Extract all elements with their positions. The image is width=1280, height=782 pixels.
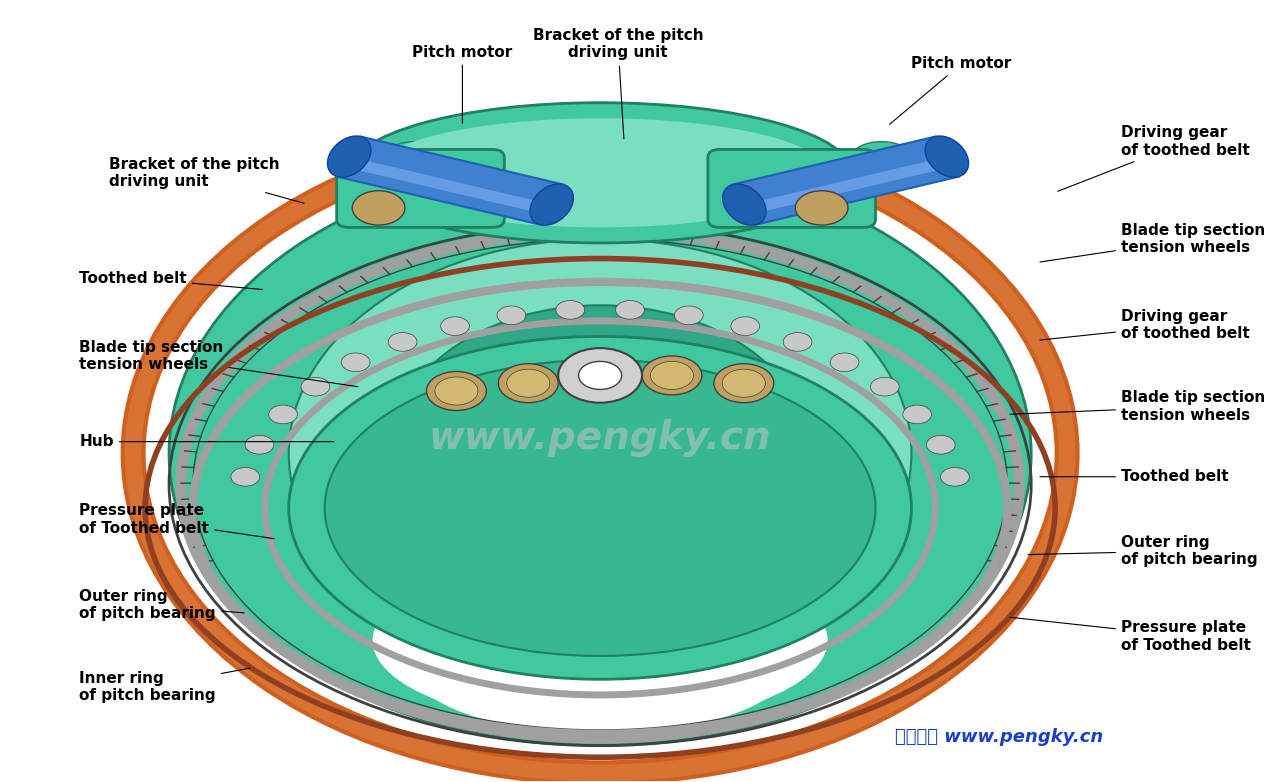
Circle shape — [388, 332, 417, 351]
Ellipse shape — [169, 161, 1032, 745]
Text: Blade tip section
tension wheels: Blade tip section tension wheels — [1010, 390, 1265, 423]
Circle shape — [498, 364, 558, 403]
Text: Outer ring
of pitch bearing: Outer ring of pitch bearing — [1028, 535, 1258, 567]
Circle shape — [269, 405, 297, 424]
Polygon shape — [343, 156, 552, 215]
Polygon shape — [733, 137, 959, 224]
Text: Pressure plate
of Toothed belt: Pressure plate of Toothed belt — [79, 504, 274, 539]
Circle shape — [870, 378, 899, 396]
Ellipse shape — [851, 142, 911, 173]
Circle shape — [246, 436, 274, 454]
Circle shape — [435, 377, 477, 405]
Circle shape — [507, 369, 550, 397]
Circle shape — [902, 405, 932, 424]
Ellipse shape — [925, 136, 969, 178]
Ellipse shape — [328, 136, 371, 178]
Text: Blade tip section
tension wheels: Blade tip section tension wheels — [1039, 223, 1265, 262]
Text: Toothed belt: Toothed belt — [79, 271, 262, 289]
Circle shape — [301, 378, 330, 396]
Text: Pitch motor: Pitch motor — [890, 56, 1011, 124]
FancyBboxPatch shape — [708, 149, 876, 228]
Text: Driving gear
of toothed belt: Driving gear of toothed belt — [1039, 309, 1249, 341]
Polygon shape — [745, 156, 952, 215]
Text: Toothed belt: Toothed belt — [1039, 469, 1229, 484]
Ellipse shape — [390, 305, 810, 601]
Ellipse shape — [372, 118, 828, 228]
Circle shape — [497, 306, 526, 325]
Text: Outer ring
of pitch bearing: Outer ring of pitch bearing — [79, 589, 244, 622]
Text: Driving gear
of toothed belt: Driving gear of toothed belt — [1057, 125, 1249, 192]
Text: Blade tip section
tension wheels: Blade tip section tension wheels — [79, 339, 358, 386]
Circle shape — [616, 300, 644, 319]
Text: Inner ring
of pitch bearing: Inner ring of pitch bearing — [79, 668, 250, 703]
Polygon shape — [338, 137, 563, 224]
Circle shape — [941, 468, 969, 486]
Text: Pitch motor: Pitch motor — [412, 45, 512, 124]
FancyBboxPatch shape — [337, 149, 504, 228]
Ellipse shape — [408, 594, 792, 734]
Circle shape — [440, 317, 470, 335]
Ellipse shape — [289, 239, 911, 668]
Circle shape — [795, 191, 847, 225]
Circle shape — [675, 306, 703, 325]
Circle shape — [556, 300, 585, 319]
Text: Pressure plate
of Toothed belt: Pressure plate of Toothed belt — [1010, 617, 1251, 653]
Circle shape — [570, 356, 630, 395]
Text: 鹏茬科艺 www.pengky.cn: 鹏茬科艺 www.pengky.cn — [895, 727, 1103, 745]
Circle shape — [558, 348, 643, 403]
Circle shape — [643, 356, 701, 395]
Circle shape — [352, 191, 404, 225]
Ellipse shape — [348, 102, 851, 243]
Circle shape — [230, 468, 260, 486]
Circle shape — [722, 369, 765, 397]
Text: www.pengky.cn: www.pengky.cn — [429, 418, 772, 457]
Ellipse shape — [289, 336, 911, 680]
Circle shape — [831, 353, 859, 371]
Circle shape — [650, 361, 694, 389]
Text: Hub: Hub — [79, 434, 334, 449]
Text: Bracket of the pitch
driving unit: Bracket of the pitch driving unit — [532, 28, 704, 139]
Ellipse shape — [325, 360, 876, 656]
Circle shape — [579, 361, 622, 389]
Circle shape — [342, 353, 370, 371]
Ellipse shape — [372, 554, 828, 726]
Circle shape — [579, 361, 622, 389]
Circle shape — [426, 371, 486, 411]
Circle shape — [927, 436, 955, 454]
Ellipse shape — [723, 184, 765, 225]
Ellipse shape — [530, 184, 573, 225]
Text: Bracket of the pitch
driving unit: Bracket of the pitch driving unit — [109, 156, 305, 203]
Ellipse shape — [384, 142, 444, 173]
Circle shape — [731, 317, 759, 335]
Circle shape — [714, 364, 773, 403]
Circle shape — [783, 332, 812, 351]
